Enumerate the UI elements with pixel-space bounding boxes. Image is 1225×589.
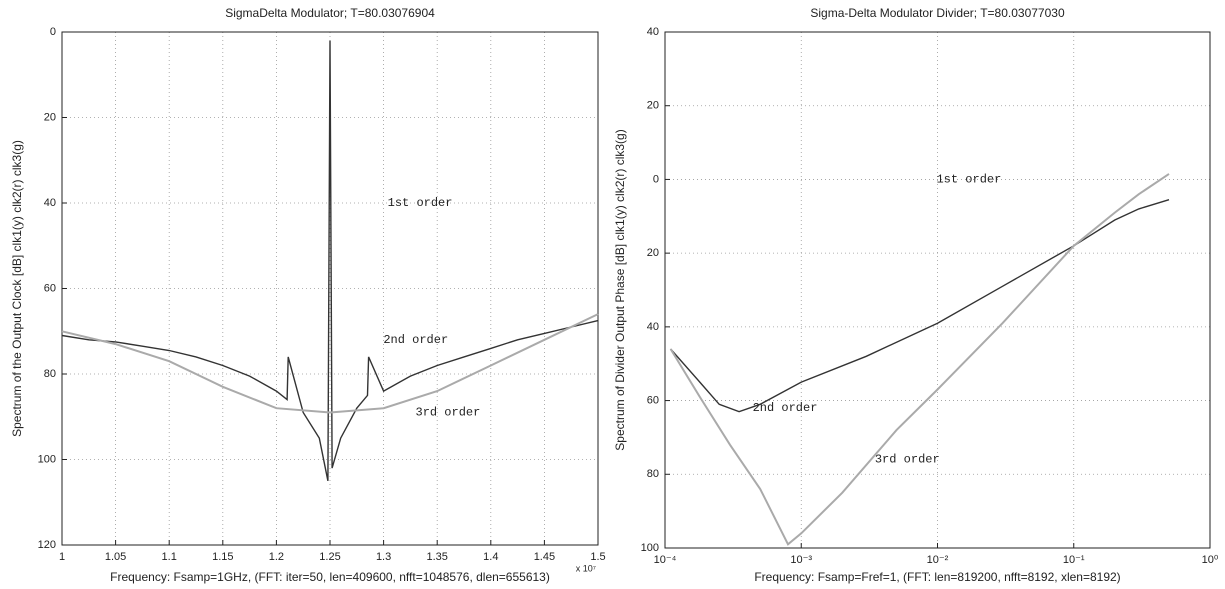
series-line xyxy=(669,173,1170,546)
annotation: 1st order xyxy=(936,173,1001,187)
y-tick-label: 60 xyxy=(647,394,659,406)
x-tick-label: 1.05 xyxy=(105,551,126,563)
plot-frame xyxy=(664,31,1211,549)
x-multiplier: x 10⁷ xyxy=(576,563,596,573)
y-tick-label: 60 xyxy=(44,282,56,294)
annotation: 2nd order xyxy=(383,333,448,347)
series-line xyxy=(61,40,599,482)
x-tick-label: 1.15 xyxy=(212,551,233,563)
annotation: 1st order xyxy=(388,196,453,210)
y-tick-label: 0 xyxy=(50,26,56,38)
y-tick-label: 80 xyxy=(44,368,56,380)
x-tick-label: 10⁰ xyxy=(1202,554,1219,566)
x-tick-label: 10⁻¹ xyxy=(1063,554,1085,566)
x-tick-label: 1.5 xyxy=(590,551,605,563)
chart-title: Sigma-Delta Modulator Divider; T=80.0307… xyxy=(810,6,1065,20)
y-tick-label: 20 xyxy=(647,247,659,259)
y-tick-label: 0 xyxy=(653,173,659,185)
x-axis-label: Frequency: Fsamp=Fref=1, (FFT: len=81920… xyxy=(754,570,1120,584)
y-tick-label: 100 xyxy=(641,542,659,554)
y-tick-label: 40 xyxy=(647,26,659,38)
chart-title: SigmaDelta Modulator; T=80.03076904 xyxy=(225,6,435,20)
annotation: 3rd order xyxy=(416,406,481,420)
x-tick-label: 1.3 xyxy=(376,551,391,563)
y-axis-label: Spectrum of Divider Output Phase [dB] cl… xyxy=(613,129,627,450)
x-tick-label: 1.25 xyxy=(319,551,340,563)
x-tick-label: 1.1 xyxy=(162,551,177,563)
x-tick-label: 1 xyxy=(59,551,65,563)
x-tick-label: 1.2 xyxy=(269,551,284,563)
x-tick-label: 1.45 xyxy=(534,551,555,563)
y-tick-label: 20 xyxy=(647,100,659,112)
annotation: 2nd order xyxy=(753,401,818,415)
x-tick-label: 10⁻³ xyxy=(790,554,812,566)
x-axis-label: Frequency: Fsamp=1GHz, (FFT: iter=50, le… xyxy=(110,570,550,584)
annotation: 3rd order xyxy=(875,453,940,467)
series-line xyxy=(61,313,599,414)
x-tick-label: 10⁻⁴ xyxy=(654,554,677,566)
x-tick-label: 1.4 xyxy=(483,551,498,563)
y-tick-label: 100 xyxy=(38,453,56,465)
y-tick-label: 20 xyxy=(44,111,56,123)
y-tick-label: 120 xyxy=(38,539,56,551)
y-axis-label: Spectrum of the Output Clock [dB] clk1(y… xyxy=(10,140,24,437)
y-tick-label: 40 xyxy=(44,197,56,209)
y-tick-label: 40 xyxy=(647,321,659,333)
y-tick-label: 80 xyxy=(647,468,659,480)
series-line xyxy=(670,199,1170,413)
x-tick-label: 10⁻² xyxy=(927,554,949,566)
x-tick-label: 1.35 xyxy=(426,551,447,563)
plot-frame xyxy=(61,31,599,546)
